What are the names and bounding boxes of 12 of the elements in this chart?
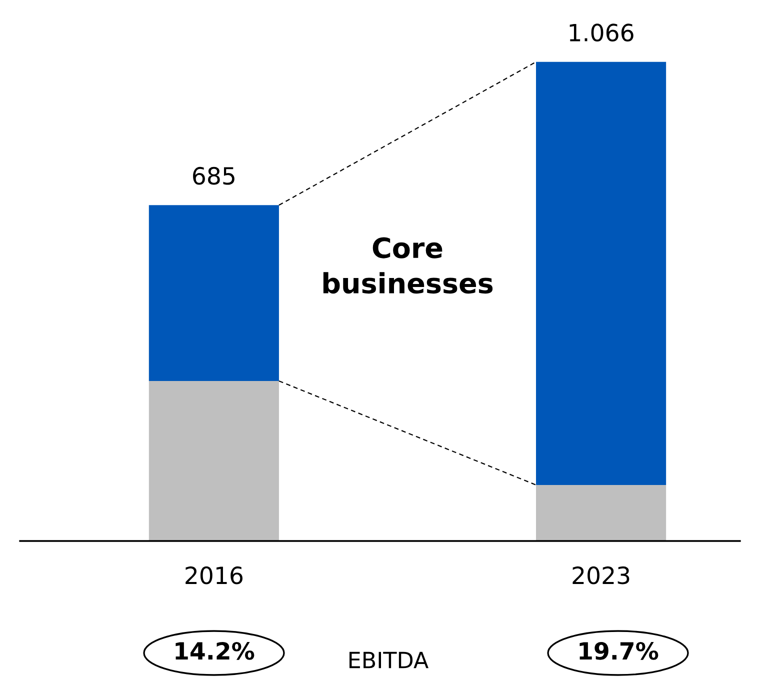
bar — [148, 205, 279, 381]
annotation: Core businesses — [323, 237, 493, 294]
text: EBITDA — [350, 652, 428, 668]
bar — [536, 62, 666, 485]
annotation: 1.066 — [570, 24, 634, 42]
bar — [536, 484, 666, 541]
x-tick-label: 2016 — [186, 566, 242, 584]
x-tick-label: 2023 — [572, 566, 630, 584]
annotation: 685 — [193, 166, 234, 185]
bar — [148, 380, 279, 541]
text: 14.2% — [176, 642, 254, 660]
text: 19.7% — [580, 642, 658, 660]
